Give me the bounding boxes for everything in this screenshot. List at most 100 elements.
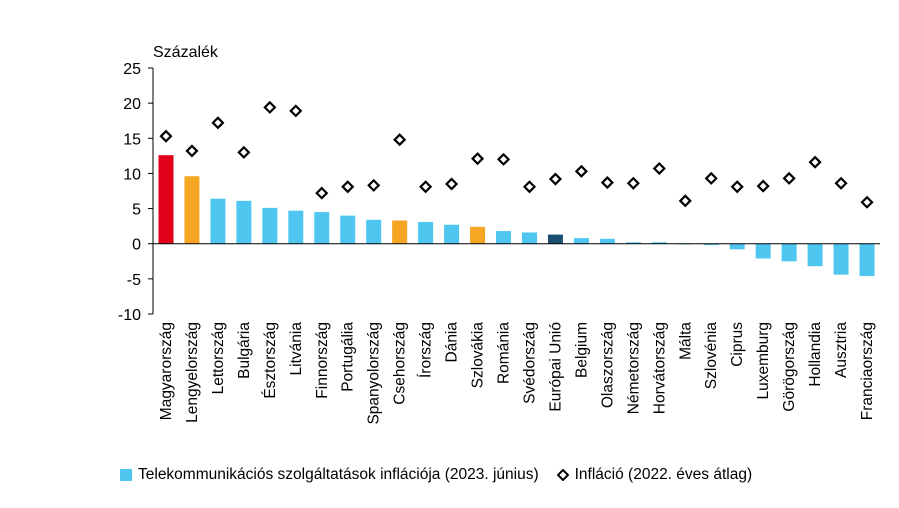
inflation-marker — [678, 194, 692, 208]
inflation-marker — [496, 152, 511, 166]
x-tick-label: Románia — [496, 322, 513, 384]
bar — [859, 243, 875, 277]
y-axis: 25 20 15 10 5 0 -5 -10 — [118, 61, 154, 324]
inflation-marker — [704, 171, 718, 185]
bar — [625, 242, 641, 244]
x-tick-label: Hollandia — [807, 322, 824, 387]
x-tick-label: Litvánia — [288, 322, 305, 376]
x-tick-label: Luxemburg — [755, 322, 772, 400]
inflation-marker — [574, 164, 588, 178]
bar — [521, 232, 537, 244]
inflation-marker — [419, 180, 433, 194]
bar — [340, 215, 356, 244]
bar — [444, 224, 460, 244]
inflation-marker — [730, 180, 744, 194]
bar — [599, 238, 615, 244]
x-tick-label: Franciaország — [859, 322, 876, 420]
inflation-marker — [237, 145, 251, 159]
bar — [314, 212, 330, 244]
x-tick-label: Portugália — [340, 322, 357, 392]
bar — [470, 226, 486, 244]
x-tick-label: Svédország — [521, 322, 538, 404]
inflation-marker — [315, 186, 329, 200]
bar — [807, 243, 823, 267]
inflation-marker — [860, 195, 874, 209]
x-tick-label: Olaszország — [599, 322, 616, 408]
bar — [262, 207, 278, 244]
inflation-marker — [367, 178, 381, 192]
inflation-marker — [782, 171, 796, 185]
inflation-marker — [445, 177, 459, 191]
bar — [833, 243, 849, 275]
x-tick-label: Németország — [625, 322, 642, 414]
y-tick-label: 10 — [123, 166, 141, 183]
x-tick-label: Csehország — [392, 322, 409, 405]
bar — [210, 198, 226, 244]
x-tick-label: Málta — [677, 322, 694, 360]
bar — [366, 219, 382, 244]
x-tick-label: Finnország — [314, 322, 331, 399]
bar — [573, 238, 589, 244]
bar — [158, 155, 174, 244]
legend: Telekommunikációs szolgáltatások infláci… — [120, 466, 770, 484]
inflation-marker — [159, 129, 173, 143]
inflation-marker — [834, 176, 848, 190]
x-tick-label: Ciprus — [729, 322, 746, 367]
y-tick-label: 15 — [123, 131, 141, 148]
x-tick-label: Szlovákia — [470, 322, 487, 389]
x-tick-label: Európai Unió — [547, 322, 564, 412]
bar — [418, 221, 434, 244]
x-tick-label: Dánia — [444, 322, 461, 363]
legend-swatch-telecom — [120, 469, 132, 481]
x-tick-label: Magyarország — [158, 322, 175, 420]
inflation-marker — [341, 180, 355, 194]
legend-item-telecom: Telekommunikációs szolgáltatások infláci… — [120, 466, 539, 484]
y-tick-label: 25 — [123, 61, 141, 78]
inflation-marker — [289, 104, 303, 118]
y-tick-label: -10 — [118, 307, 141, 324]
inflation-marker — [548, 172, 563, 186]
legend-label-inflation: Infláció (2022. éves átlag) — [574, 466, 753, 483]
x-tick-label: Belgium — [573, 322, 590, 378]
inflation-marker — [652, 161, 666, 176]
inflation-marker — [263, 100, 277, 114]
bar — [496, 231, 512, 244]
x-tick-label: Spanyolország — [366, 322, 383, 425]
bar — [547, 234, 563, 244]
inflation-marker — [626, 176, 640, 190]
inflation-marker — [600, 176, 614, 190]
bar — [184, 176, 200, 244]
bar — [236, 200, 252, 244]
legend-item-inflation: Infláció (2022. éves átlag) — [556, 466, 753, 484]
x-tick-label: Görögország — [781, 322, 798, 412]
inflation-marker — [470, 152, 485, 166]
y-tick-label: -5 — [127, 272, 141, 289]
legend-diamond-icon — [556, 469, 569, 481]
x-tick-label: Észtország — [262, 322, 279, 399]
y-axis-label: Százalék — [153, 44, 219, 61]
x-tick-label: Bulgária — [236, 322, 253, 379]
y-tick-label: 20 — [123, 96, 141, 113]
bars — [158, 155, 875, 277]
x-tick-label: Ausztria — [833, 322, 850, 378]
inflation-marker — [808, 155, 822, 169]
inflation-markers — [159, 100, 874, 209]
bar — [755, 243, 771, 259]
bar — [781, 243, 797, 262]
bar — [703, 243, 719, 246]
category-labels: Magyarország Lengyelország Lettország Bulgá… — [158, 322, 876, 425]
x-tick-label: Írország — [418, 322, 435, 378]
legend-label-telecom: Telekommunikációs szolgáltatások infláci… — [138, 466, 539, 483]
x-tick-label: Szlovénia — [703, 322, 720, 390]
y-tick-label: 5 — [132, 202, 141, 219]
bar — [651, 242, 667, 244]
x-tick-label: Lettország — [210, 322, 227, 394]
inflation-marker — [522, 180, 537, 194]
x-tick-label: Lengyelország — [184, 322, 201, 423]
x-tick-label: Horvátország — [651, 322, 668, 414]
bar — [392, 220, 408, 244]
inflation-marker — [211, 116, 225, 130]
inflation-marker — [756, 179, 770, 193]
inflation-marker — [185, 144, 199, 158]
